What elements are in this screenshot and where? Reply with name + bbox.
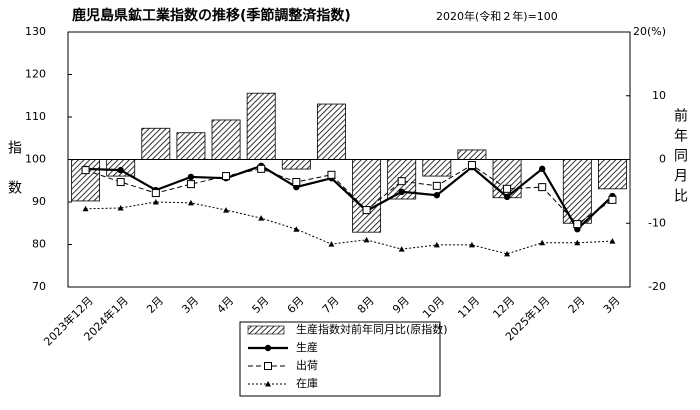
y-tick-label: 80 [32, 238, 46, 251]
point [223, 207, 230, 213]
x-tick-label: 8月 [355, 294, 377, 316]
point [187, 199, 194, 206]
bar [422, 159, 452, 177]
bar [316, 103, 346, 160]
point [574, 239, 581, 246]
bar [141, 127, 171, 160]
legend-swatch [247, 325, 285, 335]
x-tick-label: 11月 [455, 294, 482, 321]
point [433, 192, 441, 199]
chart-subtitle: 2020年(令和２年)=100 [436, 9, 558, 23]
point [432, 181, 441, 190]
y-tick-label: 120 [25, 68, 46, 81]
point [152, 199, 159, 205]
y-tick-label: 90 [32, 195, 46, 208]
point [81, 166, 90, 175]
point [117, 166, 124, 174]
legend-label: 出荷 [296, 358, 318, 372]
point [433, 241, 440, 248]
point [609, 238, 616, 244]
bar [246, 92, 276, 160]
point [362, 206, 371, 215]
x-tick-label: 3月 [601, 294, 623, 316]
point [151, 189, 160, 198]
x-tick-label: 7月 [320, 294, 342, 316]
y2-tick-label: 0 [659, 153, 666, 166]
x-tick-label: 2月 [144, 294, 166, 316]
line [85, 164, 613, 225]
x-tick-label: 4月 [214, 294, 236, 316]
point [608, 195, 617, 204]
line [85, 201, 613, 255]
bar [352, 159, 382, 233]
point [467, 161, 476, 170]
legend-marker [264, 344, 272, 352]
y2-tick-label: -10 [648, 216, 666, 229]
bar [211, 119, 241, 160]
point [573, 220, 582, 229]
point [292, 178, 301, 187]
y-tick-label: 110 [25, 110, 46, 123]
y-axis-label: 指数 [6, 140, 22, 220]
y-tick-label: 100 [25, 153, 46, 166]
point [468, 241, 475, 248]
x-tick-label: 10月 [420, 294, 447, 321]
point [257, 164, 266, 173]
point [504, 250, 511, 257]
legend-label: 生産 [296, 340, 318, 354]
point [293, 226, 300, 232]
point [363, 236, 370, 243]
point [398, 246, 405, 252]
bar [457, 149, 487, 160]
point [398, 188, 405, 195]
bar [176, 132, 206, 160]
x-tick-label: 6月 [285, 294, 307, 316]
legend-label: 生産指数対前年同月比(原指数) [296, 322, 448, 336]
y2-axis-label: 前年同月比 [672, 107, 688, 208]
point [82, 205, 89, 212]
point [117, 204, 124, 211]
legend-marker [264, 362, 272, 370]
legend-marker [265, 381, 271, 387]
point [328, 241, 335, 247]
y-tick-label: 130 [25, 25, 46, 38]
legend-label: 在庫 [296, 376, 318, 390]
x-tick-label: 2月 [566, 294, 588, 316]
point [397, 177, 406, 186]
y-tick-label: 70 [32, 280, 46, 293]
line [85, 164, 614, 231]
chart-title: 鹿児島県鉱工業指数の推移(季節調整済指数) [71, 7, 351, 24]
bar [597, 159, 627, 190]
y2-tick-label: -20 [648, 280, 666, 293]
point [187, 173, 195, 181]
x-tick-label: 12月 [490, 294, 517, 321]
x-tick-label: 9月 [390, 294, 412, 316]
point [538, 183, 547, 192]
point [116, 178, 125, 187]
x-tick-label: 3月 [179, 294, 201, 316]
y2-tick-label: 20(%) [633, 25, 666, 38]
y2-tick-label: 10 [652, 89, 666, 102]
x-tick-label: 5月 [250, 294, 272, 316]
point [327, 170, 336, 179]
point [503, 193, 511, 201]
point [258, 215, 265, 221]
point [538, 165, 546, 173]
point [503, 184, 512, 193]
point [222, 172, 231, 181]
point [539, 239, 546, 246]
bar [281, 159, 311, 170]
point [186, 180, 195, 189]
